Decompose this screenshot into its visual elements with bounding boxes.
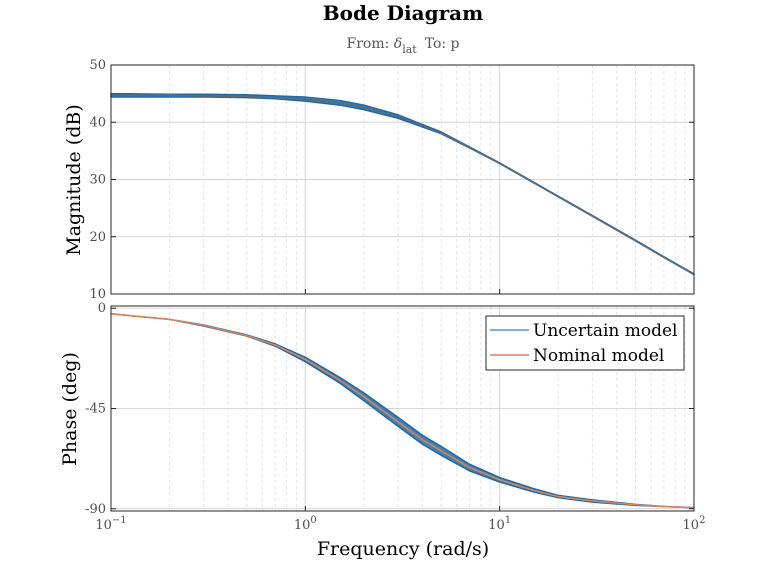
x-tick-label: 101: [488, 515, 511, 533]
legend-box: [485, 315, 685, 371]
magnitude-ytick-label: 40: [89, 115, 106, 130]
legend-label-uncertain: Uncertain model: [533, 321, 677, 341]
phase-nominal-line: [110, 313, 695, 509]
chart-title: Bode Diagram: [323, 1, 483, 25]
magnitude-panel: 10 20 30 40 50 Magnitude (dB): [63, 58, 695, 302]
phase-ytick-label: 0: [98, 301, 106, 316]
x-tick-label: 102: [683, 515, 706, 533]
x-axis-label: Frequency (rad/s): [317, 538, 489, 560]
phase-ytick-label: -90: [85, 502, 106, 517]
x-axis-ticks: 10−1 100 101 102: [95, 289, 705, 533]
x-tick-label: 10−1: [95, 515, 126, 533]
phase-ytick-label: -45: [85, 402, 106, 417]
phase-y-ticks: -90 -45 0: [85, 301, 694, 517]
phase-panel: -90 -45 0 Phase (deg) Uncertain model Nomi…: [59, 301, 695, 517]
magnitude-ytick-label: 50: [89, 58, 106, 73]
magnitude-ytick-label: 30: [89, 173, 106, 188]
legend: Uncertain model Nominal model: [485, 315, 685, 371]
chart-subtitle: From: δlat To: p: [346, 36, 459, 56]
magnitude-y-ticks: 10 20 30 40 50: [89, 58, 694, 302]
subtitle-from-symbol: δ: [394, 36, 402, 52]
magnitude-nominal-line: [111, 94, 695, 276]
subtitle-from-subscript: lat: [402, 43, 417, 56]
phase-y-label: Phase (deg): [59, 352, 81, 466]
magnitude-ytick-label: 20: [89, 230, 106, 245]
phase-grid: [110, 306, 695, 511]
magnitude-y-label: Magnitude (dB): [63, 104, 85, 256]
x-tick-label: 100: [294, 515, 317, 533]
subtitle-to-text: To: p: [425, 36, 460, 52]
subtitle-from-prefix: From:: [346, 36, 393, 52]
legend-label-nominal: Nominal model: [533, 346, 664, 366]
magnitude-ytick-label: 10: [89, 287, 106, 302]
